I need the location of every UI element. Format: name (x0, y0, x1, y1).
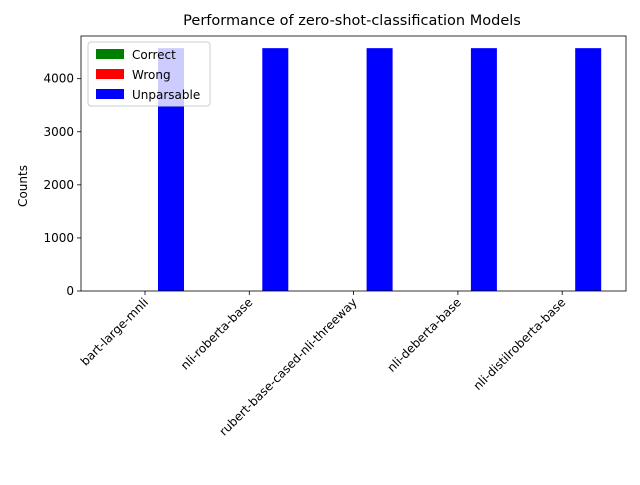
bar-unparsable-1 (262, 48, 289, 291)
legend-swatch-wrong (96, 69, 124, 79)
legend: Correct Wrong Unparsable (87, 41, 211, 107)
bar-unparsable-4 (575, 48, 602, 291)
y-tick-label: 1000 (43, 231, 74, 245)
y-tick-label: 3000 (43, 125, 74, 139)
x-tick-label: nli-deberta-base (384, 295, 464, 375)
legend-swatch-correct (96, 49, 124, 59)
legend-swatch-unparsable (96, 89, 124, 99)
x-tick-label: nli-distilroberta-base (471, 295, 569, 393)
legend-label-wrong: Wrong (132, 68, 171, 82)
legend-label-correct: Correct (132, 48, 176, 62)
legend-label-unparsable: Unparsable (132, 88, 200, 102)
bar-unparsable-2 (366, 48, 393, 291)
y-tick-label: 0 (66, 284, 74, 298)
x-tick-label: nli-roberta-base (178, 295, 255, 372)
y-tick-label: 4000 (43, 72, 74, 86)
chart-title: Performance of zero-shot-classification … (183, 13, 521, 29)
bar-unparsable-3 (470, 48, 497, 291)
y-axis-label: Counts (16, 165, 30, 207)
y-tick-label: 2000 (43, 178, 74, 192)
x-tick-label: bart-large-mnli (78, 295, 151, 368)
